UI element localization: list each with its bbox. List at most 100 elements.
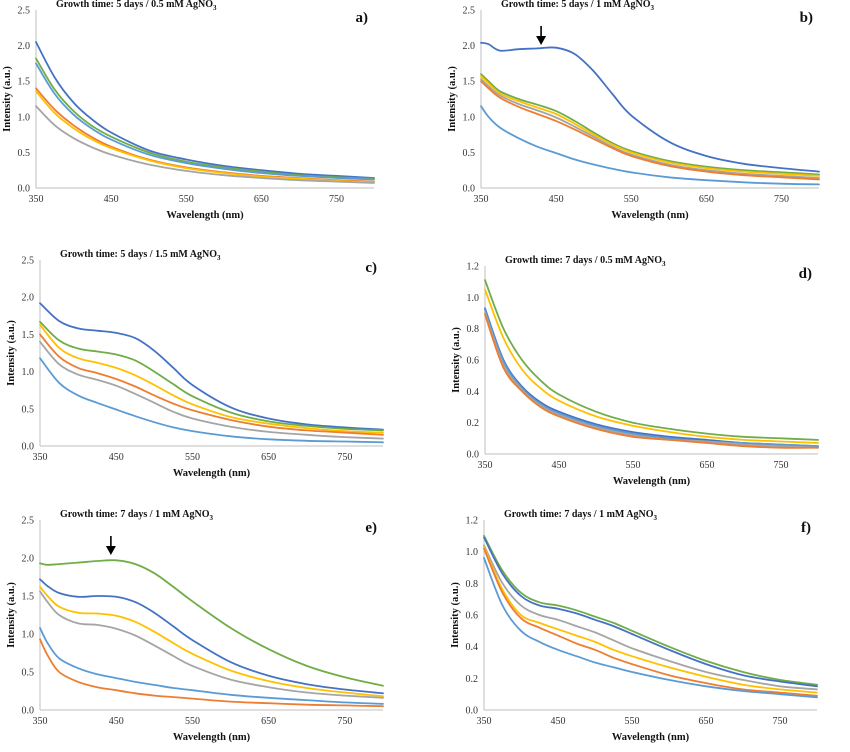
x-tick-label: 750 (773, 716, 788, 727)
y-tick-label: 0.5 (463, 148, 476, 159)
series-line-blue (483, 536, 818, 688)
x-tick-label: 550 (185, 716, 200, 727)
arrow-annotation (105, 536, 116, 555)
series-line-blue (35, 41, 375, 179)
y-tick-label: 0.0 (467, 450, 480, 461)
y-tick-label: 1.5 (18, 77, 31, 88)
series-line-yellow (484, 288, 819, 444)
series-line-gray (39, 340, 384, 440)
y-tick-label: 0.5 (22, 668, 35, 679)
y-tick-label: 0.0 (466, 706, 479, 717)
y-tick-label: 0.2 (467, 418, 480, 429)
chart-title-subscript: 3 (217, 254, 221, 262)
y-tick-label: 2.0 (22, 554, 35, 565)
series-line-orange (39, 638, 384, 708)
series-line-gray (484, 312, 819, 449)
panel-label: e) (365, 520, 377, 536)
chart-title-subscript: 3 (651, 4, 655, 12)
series-line-green (39, 320, 384, 432)
series-line-yellow (483, 546, 818, 694)
series-line-green (35, 57, 375, 180)
x-tick-label: 550 (625, 716, 640, 727)
chart-panel-2: 0.0 0.5 1.0 1.5 2.0 2.5 350 450 550 650 750 Wavelen… (447, 0, 820, 221)
y-tick-label: 0.6 (467, 356, 480, 367)
series-line-gray (480, 78, 820, 179)
series-line-green (39, 559, 384, 687)
x-tick-label: 750 (774, 194, 789, 205)
x-tick-label: 450 (104, 194, 119, 205)
series-line-orange (483, 547, 818, 697)
series-line-gray (39, 590, 384, 699)
y-axis-label: Intensity (a.u.) (6, 582, 17, 648)
x-tick-label: 650 (254, 194, 269, 205)
x-tick-label: 550 (624, 194, 639, 205)
y-tick-label: 2.5 (22, 516, 35, 527)
x-tick-label: 350 (478, 460, 493, 471)
y-tick-label: 1.5 (463, 77, 476, 88)
chart-title: Growth time: 7 days / 0.5 mM AgNO3 (505, 255, 666, 268)
arrow-head (105, 546, 116, 555)
chart-title-subscript: 3 (662, 260, 666, 268)
chart-panel-6: 0.0 0.2 0.4 0.6 0.8 1.0 1.2 350 450 550 650 750 Wave… (450, 509, 818, 743)
x-tick-label: 350 (474, 194, 489, 205)
x-tick-label: 750 (337, 452, 352, 463)
y-axis-label: Intensity (a.u.) (6, 320, 17, 386)
y-tick-label: 0.4 (466, 642, 479, 653)
chart-title: Growth time: 5 days / 1.5 mM AgNO3 (60, 249, 221, 262)
chart-title-main: Growth time: 7 days / 1 mM AgNO (504, 509, 654, 520)
x-tick-label: 750 (774, 460, 789, 471)
y-tick-label: 1.0 (22, 630, 35, 641)
series-line-green (483, 534, 818, 686)
x-tick-label: 450 (551, 716, 566, 727)
y-tick-label: 1.0 (466, 547, 479, 558)
y-tick-label: 0.8 (467, 324, 480, 335)
chart-title: Growth time: 7 days / 1 mM AgNO3 (504, 509, 658, 522)
y-tick-label: 0.6 (466, 611, 479, 622)
chart-title-main: Growth time: 5 days / 1 mM AgNO (501, 0, 651, 10)
y-axis-label: Intensity (a.u.) (2, 66, 13, 132)
x-axis-label: Wavelength (nm) (611, 210, 689, 221)
x-tick-label: 450 (549, 194, 564, 205)
x-tick-label: 550 (626, 460, 641, 471)
series-line-yellow (39, 586, 384, 698)
chart-title-main: Growth time: 5 days / 1.5 mM AgNO (60, 249, 217, 260)
y-tick-label: 1.0 (467, 293, 480, 304)
chart-title-subscript: 3 (654, 514, 658, 522)
y-tick-label: 1.2 (466, 516, 479, 527)
series-line-blue (480, 41, 820, 173)
y-tick-label: 0.0 (22, 706, 35, 717)
arrow-annotation (536, 26, 547, 45)
series-line-orange (39, 333, 384, 436)
y-tick-label: 2.5 (22, 256, 35, 267)
chart-title: Growth time: 5 days / 1 mM AgNO3 (501, 0, 655, 12)
y-tick-label: 1.5 (22, 592, 35, 603)
series-line-blue (39, 302, 384, 431)
y-tick-label: 2.5 (18, 6, 31, 17)
x-axis-label: Wavelength (nm) (173, 732, 251, 743)
series-line-gray (483, 544, 818, 691)
series-line-green (484, 279, 819, 441)
y-tick-label: 2.0 (18, 41, 31, 52)
y-axis-label: Intensity (a.u.) (450, 582, 461, 648)
y-axis-label: Intensity (a.u.) (451, 327, 462, 393)
chart-title: Growth time: 5 days / 0.5 mM AgNO3 (56, 0, 217, 12)
x-axis-label: Wavelength (nm) (613, 476, 691, 487)
x-axis-label: Wavelength (nm) (166, 210, 244, 221)
chart-panel-5: 0.0 0.5 1.0 1.5 2.0 2.5 350 450 550 650 750 Wavelen… (6, 509, 384, 743)
panel-label: a) (356, 10, 369, 26)
x-tick-label: 450 (109, 716, 124, 727)
chart-title-subscript: 3 (213, 4, 217, 12)
series-line-gray (35, 105, 375, 184)
y-tick-label: 0.4 (467, 387, 480, 398)
y-tick-label: 2.0 (463, 41, 476, 52)
series-line-yellow (480, 75, 820, 177)
y-tick-label: 0.5 (22, 404, 35, 415)
x-tick-label: 750 (329, 194, 344, 205)
series-line-lightblue (483, 557, 818, 699)
series-line-yellow (39, 323, 384, 434)
x-tick-label: 650 (261, 452, 276, 463)
x-tick-label: 750 (337, 716, 352, 727)
series-line-lightblue (480, 105, 820, 186)
series-line-yellow (35, 90, 375, 184)
chart-title-main: Growth time: 5 days / 0.5 mM AgNO (56, 0, 213, 10)
